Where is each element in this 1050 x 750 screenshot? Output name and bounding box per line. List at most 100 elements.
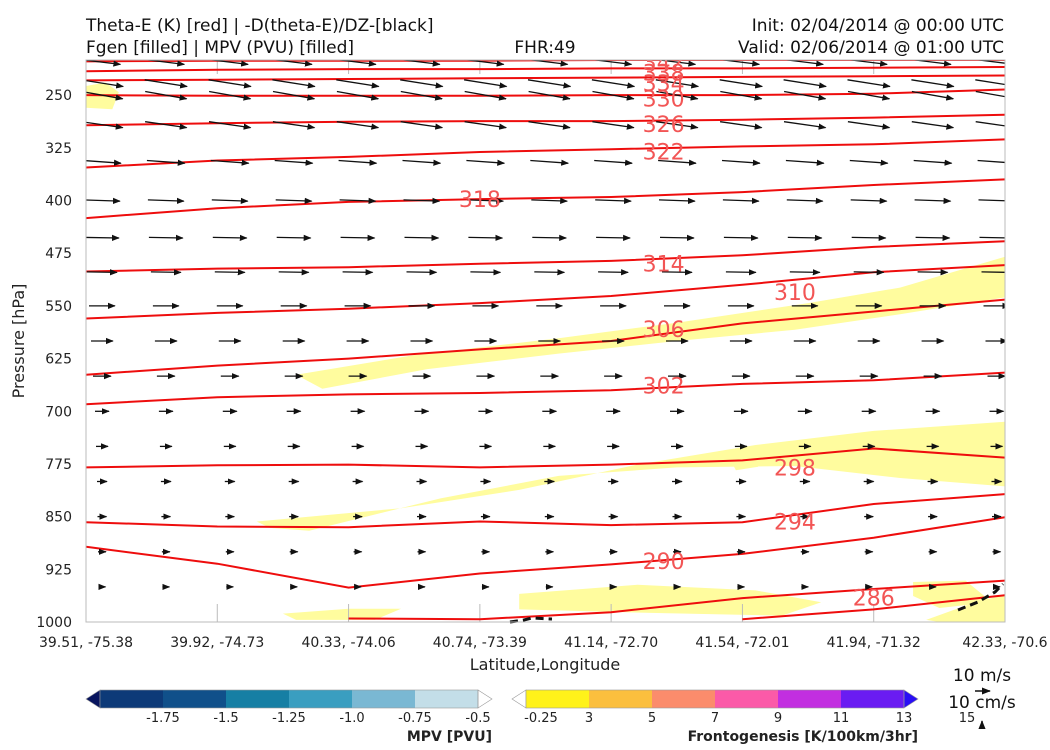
wind-vector <box>403 60 441 67</box>
wind-vector <box>86 234 120 241</box>
wind-vector <box>402 159 442 166</box>
y-tick-label: 325 <box>45 141 72 157</box>
wind-vector <box>274 159 314 166</box>
y-tick-label: 550 <box>45 299 72 315</box>
wind-vector <box>148 234 184 241</box>
colorbar-segment <box>652 690 716 708</box>
x-tick-label: 39.51, -75.38 <box>39 635 133 651</box>
wind-vector <box>86 269 118 276</box>
wind-vector <box>210 159 250 166</box>
wind-vector <box>403 197 441 204</box>
wind-vector <box>656 121 699 130</box>
chart-title-line-2: Fgen [filled] | MPV (PVU) [filled] <box>86 38 354 58</box>
contour-label-326: 326 <box>643 113 685 138</box>
colorbar-segment <box>715 690 779 708</box>
wind-vector-layer <box>86 60 1005 591</box>
wind-vector <box>975 90 1005 98</box>
theta-e-contour-294 <box>86 493 1005 529</box>
wind-vector <box>720 90 763 101</box>
wind-vector <box>915 234 951 241</box>
contour-label-322: 322 <box>643 140 685 165</box>
y-tick-label: 250 <box>45 88 72 104</box>
theta-e-contour-306 <box>86 298 1005 376</box>
mpv-colorbar: -1.75 -1.5 -1.25 -1.0 -0.75 -0.5 -0.25 <box>85 689 558 726</box>
wind-vector <box>339 60 377 67</box>
colorbar-extend-high <box>477 689 493 709</box>
wind-vector <box>978 199 1005 202</box>
colorbar-tick-label: -1.75 <box>146 711 180 726</box>
wind-vector <box>591 79 636 89</box>
wind-vector <box>783 121 827 130</box>
contour-label-338: 338 <box>643 62 685 87</box>
fgen-region-4 <box>282 608 402 620</box>
wind-vector <box>659 234 695 241</box>
colorbar-segment <box>778 690 842 708</box>
fgen-region-6 <box>926 595 1005 622</box>
colorbar-tick-label: 11 <box>833 711 850 726</box>
wind-vector <box>342 269 374 276</box>
wind-vector <box>911 121 955 130</box>
colorbar-tick-label: -0.5 <box>465 711 490 726</box>
wind-vector <box>400 79 444 89</box>
wind-vector <box>466 159 506 166</box>
contour-label-334: 334 <box>643 72 685 97</box>
wind-vector <box>534 269 566 276</box>
wind-vector <box>339 197 377 204</box>
wind-vector <box>914 197 952 204</box>
contour-label-302: 302 <box>643 374 685 399</box>
wind-vector <box>144 79 188 89</box>
wind-vector <box>463 79 508 89</box>
wind-vector <box>722 197 760 204</box>
colorbar-outline <box>99 689 479 709</box>
wind-vector <box>400 90 443 101</box>
wind-vector <box>400 121 444 130</box>
theta-e-contour-286 <box>348 579 1005 621</box>
wind-vector <box>596 234 631 241</box>
wind-vector <box>278 269 310 276</box>
wind-vector <box>721 159 761 166</box>
wind-vector <box>86 121 124 130</box>
y-tick-label: 700 <box>45 404 72 420</box>
colorbar-tick-label: 15 <box>959 711 976 726</box>
contour-label-342: 342 <box>643 51 685 76</box>
y-tick-label: 850 <box>45 510 72 526</box>
x-axis: 39.51, -75.38 39.92, -74.73 40.33, -74.06 4… <box>39 635 1048 651</box>
wind-vector <box>783 79 827 89</box>
wind-vector <box>719 79 763 89</box>
wind-vector <box>530 159 569 166</box>
contour-label-bg <box>1019 596 1050 618</box>
wind-vector <box>531 197 568 204</box>
contour-label-318: 318 <box>459 188 501 213</box>
frontogenesis-colorbar-title: Frontogenesis [K/100km/3hr] <box>688 729 918 745</box>
wind-reference-label-vertical: 10 cm/s <box>948 693 1016 713</box>
wind-vector <box>847 79 891 89</box>
colorbar-tick-label: 7 <box>711 711 719 726</box>
dpdz-contour-dashed <box>509 616 553 624</box>
valid-time-label: Valid: 02/06/2014 @ 01:00 UTC <box>738 38 1004 58</box>
plot-frame <box>85 59 1006 623</box>
wind-vector <box>594 60 633 67</box>
wind-vector <box>979 236 1005 239</box>
theta-e-contour-314 <box>86 240 1005 273</box>
theta-e-contour-290 <box>86 516 1005 589</box>
colorbar-extend-low <box>511 689 527 709</box>
wind-reference-label-horizontal: 10 m/s <box>953 666 1011 686</box>
theta-e-contour-338 <box>86 66 1005 73</box>
wind-vector <box>532 234 567 241</box>
colorbar-segment <box>289 690 353 708</box>
y-tick-label: 475 <box>45 246 72 262</box>
wind-vector <box>145 90 188 101</box>
wind-vector <box>850 60 888 67</box>
wind-vector <box>146 159 186 166</box>
wind-vector <box>725 269 757 276</box>
wind-vector <box>145 121 188 130</box>
wind-vector <box>470 269 502 276</box>
wind-vector <box>785 159 825 166</box>
y-tick-label: 775 <box>45 457 72 473</box>
contour-label-298: 298 <box>774 456 816 481</box>
wind-vector <box>977 159 1005 164</box>
fgen-region-2 <box>256 421 1005 531</box>
wind-vector <box>466 60 505 67</box>
wind-vector <box>598 269 629 276</box>
wind-vector <box>847 90 891 101</box>
